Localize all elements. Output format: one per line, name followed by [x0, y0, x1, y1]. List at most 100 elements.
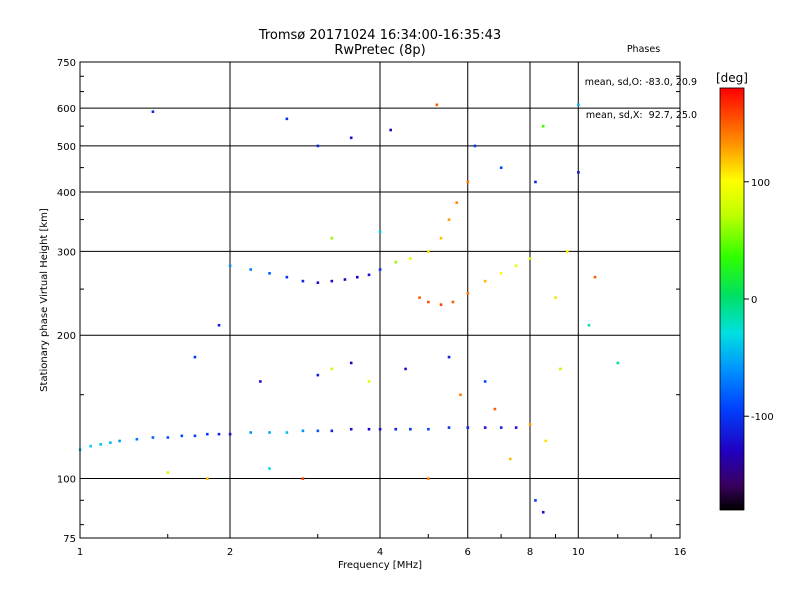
data-point — [180, 434, 184, 438]
colorbar-tick-label: -100 — [751, 412, 774, 423]
data-point — [151, 436, 155, 439]
colorbar-tick-label: 100 — [751, 178, 770, 189]
y-tick-label: 300 — [57, 247, 76, 258]
data-point — [89, 444, 92, 448]
data-point — [427, 427, 430, 431]
data-point — [367, 273, 371, 277]
data-point — [367, 380, 371, 383]
phase-stats-title: Phases — [626, 44, 661, 55]
data-point — [499, 272, 503, 275]
data-point — [378, 427, 382, 431]
data-point — [268, 431, 271, 434]
y-tick-label: 500 — [57, 142, 76, 153]
data-point — [109, 441, 112, 444]
x-tick-label: 10 — [572, 547, 585, 558]
data-point — [228, 264, 232, 268]
data-point — [217, 323, 221, 327]
data-point — [316, 429, 320, 433]
data-point — [587, 323, 591, 327]
data-point — [483, 380, 487, 383]
data-point — [205, 432, 209, 436]
data-point — [447, 355, 451, 359]
data-point — [217, 432, 221, 436]
data-point — [378, 268, 382, 271]
data-point — [205, 477, 209, 480]
data-point — [301, 429, 305, 433]
chart-title-line1: Tromsø 20171024 16:34:00-16:35:43 — [258, 28, 502, 43]
data-point — [483, 279, 487, 283]
chart-title-line2: RwPretec (8p) — [334, 43, 426, 58]
data-point — [135, 437, 139, 441]
data-point — [451, 300, 455, 304]
x-tick-label: 6 — [465, 547, 471, 558]
data-point — [409, 427, 412, 431]
x-tick-labels: 1 2 4 6 8 10 16 — [77, 547, 687, 558]
data-point — [427, 477, 430, 480]
data-point — [285, 275, 289, 279]
data-point — [466, 180, 470, 184]
data-point — [544, 439, 548, 443]
data-point — [349, 136, 353, 140]
data-point — [268, 467, 271, 470]
data-point — [166, 471, 170, 474]
data-point — [439, 303, 443, 306]
data-point — [447, 218, 451, 221]
y-tick-label: 750 — [57, 58, 76, 69]
data-points — [78, 103, 620, 514]
data-point — [466, 426, 470, 429]
phase-stats: Phases mean, sd,O: -83.0, 20.9 mean, sd,… — [560, 22, 697, 132]
y-tick-labels: 75 100 200 300 400 500 600 750 — [57, 58, 76, 545]
data-point — [435, 103, 439, 107]
data-point — [193, 355, 197, 359]
data-point — [394, 427, 398, 431]
data-point — [330, 236, 334, 240]
data-point — [99, 443, 103, 446]
data-point — [316, 281, 320, 284]
data-point — [554, 296, 557, 299]
data-point — [528, 423, 532, 426]
data-point — [301, 477, 305, 480]
data-point — [249, 431, 253, 434]
colorbar: [deg] 100 0 -100 — [716, 71, 774, 511]
x-tick-label: 8 — [527, 547, 533, 558]
data-point — [499, 426, 503, 429]
data-point — [268, 272, 271, 275]
x-axis-label: Frequency [MHz] — [338, 560, 422, 571]
chart-title: Tromsø 20171024 16:34:00-16:35:43 RwPret… — [180, 28, 580, 58]
data-point — [499, 166, 503, 170]
data-point — [577, 171, 580, 174]
data-point — [473, 144, 477, 148]
x-tick-label: 1 — [77, 547, 83, 558]
data-point — [528, 257, 532, 260]
data-point — [418, 296, 421, 299]
grid — [80, 62, 680, 538]
data-point — [427, 300, 430, 304]
data-point — [409, 257, 412, 260]
data-point — [151, 110, 155, 114]
data-point — [493, 407, 497, 411]
data-point — [316, 373, 320, 377]
data-point — [439, 236, 443, 240]
data-point — [394, 260, 398, 264]
data-point — [447, 426, 451, 429]
colorbar-gradient — [719, 87, 745, 511]
data-point — [259, 380, 262, 383]
data-point — [389, 128, 392, 132]
colorbar-tick-label: 0 — [751, 295, 757, 306]
data-point — [508, 457, 512, 461]
data-point — [593, 275, 597, 279]
y-tick-label: 200 — [57, 331, 76, 342]
data-point — [349, 361, 353, 365]
data-point — [330, 429, 334, 433]
colorbar-label: [deg] — [716, 71, 748, 85]
data-point — [616, 361, 620, 365]
data-point — [330, 367, 334, 371]
data-point — [285, 117, 289, 121]
data-point — [514, 264, 518, 268]
data-point — [565, 250, 569, 253]
data-point — [541, 124, 545, 128]
data-point — [534, 499, 537, 502]
data-point — [559, 367, 562, 371]
data-point — [367, 427, 371, 431]
